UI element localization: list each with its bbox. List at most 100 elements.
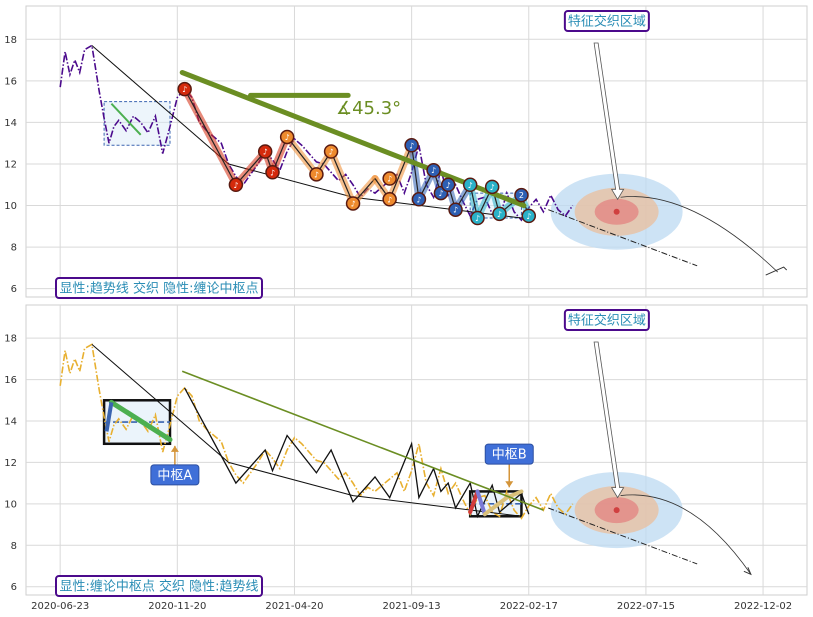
pivot-marker-glyph: ♪ [387, 195, 392, 204]
pivot-marker-glyph: ♪ [490, 183, 495, 192]
legend-label-text: 显性:趋势线 交织 隐性:缠论中枢点 [59, 281, 258, 297]
pivot-marker-dot [228, 177, 244, 193]
pivot-marker-glyph: ♪ [526, 212, 531, 221]
legend-label: 显性:趋势线 交织 隐性:缠论中枢点 [55, 277, 263, 299]
pivot-marker: ♪ [177, 81, 192, 97]
pivot-marker-dot [521, 208, 537, 224]
pivot-marker: ♪ [448, 202, 463, 217]
bi-path [184, 387, 530, 519]
pivot-marker-dot [257, 144, 273, 159]
pivot-marker-glyph: ♪ [453, 206, 458, 215]
zone-a-segment [108, 399, 173, 443]
pivot-marker-glyph: ♪ [263, 148, 268, 157]
bi-segment [184, 88, 237, 186]
x-tick-label: 2021-04-20 [265, 601, 323, 612]
x-tick-label: 2022-07-15 [617, 601, 675, 612]
pivot-marker: ♪ [411, 192, 427, 207]
pivot-zone [103, 101, 171, 146]
y-tick-label: 18 [4, 35, 17, 46]
pivot-zone-arrowhead [505, 481, 514, 488]
feature-zone-label-box [563, 309, 650, 331]
pivot-marker-dot [265, 165, 280, 180]
y-tick-label: 10 [4, 499, 17, 510]
feature-zone-label: 特征交织区域 [563, 309, 650, 499]
pivot-marker: ♪ [279, 129, 295, 145]
forecast-arc [620, 494, 752, 575]
legend-label: 显性:缠论中枢点 交织 隐性:趋势线 [55, 575, 263, 597]
pivot-marker: ♪ [470, 210, 485, 226]
pivot-marker: 2 [514, 187, 529, 203]
pivot-marker-dot [404, 138, 419, 153]
y-tick-label: 14 [4, 417, 17, 428]
pivot-marker-glyph: ♪ [387, 175, 392, 184]
y-tick-label: 16 [4, 76, 17, 87]
pivot-marker: ♪ [492, 206, 507, 222]
y-tick-label: 12 [4, 458, 17, 469]
pivot-marker: ♪ [426, 162, 441, 178]
pivot-marker-dot [323, 144, 339, 159]
pivot-marker: ♪ [265, 165, 280, 180]
pivot-marker-glyph: ♪ [497, 210, 502, 219]
pivot-marker: ♪ [257, 144, 273, 159]
y-tick-label: 8 [11, 243, 17, 254]
pivot-marker-glyph: ♪ [350, 199, 355, 208]
pivot-marker: ♪ [404, 138, 419, 153]
bi-segment [286, 136, 317, 175]
y-tick-label: 18 [4, 334, 17, 345]
pivot-marker-glyph: ♪ [270, 168, 275, 177]
y-tick-label: 6 [11, 582, 17, 593]
pivot-marker-dot [426, 162, 441, 178]
pivot-marker-dot [462, 177, 478, 193]
bi-segment [235, 151, 266, 186]
pivot-marker-glyph: ♪ [285, 133, 290, 142]
zone-b-segment [475, 489, 487, 517]
pivot-marker-dot [382, 171, 397, 186]
feature-zone-pointer [593, 42, 625, 201]
pivot-zone-label-box [150, 464, 200, 486]
pivot-marker-glyph: ♪ [233, 181, 238, 190]
pivot-marker-glyph: ♪ [409, 141, 414, 150]
pivot-marker-glyph: ♪ [314, 170, 319, 179]
pivot-marker-glyph: ♪ [329, 148, 334, 157]
pivot-zone-label: 中枢A [150, 445, 200, 486]
x-tick-label: 2020-06-23 [31, 601, 89, 612]
legend-label-box [55, 277, 263, 299]
pivot-marker-dot [309, 167, 324, 182]
pivot-zone-label-text: 中枢B [492, 448, 527, 463]
legend-label-box [55, 575, 263, 597]
y-tick-label: 6 [11, 284, 17, 295]
bi-segment [330, 151, 354, 204]
x-tick-label: 2020-11-20 [148, 601, 206, 612]
channel-line [181, 370, 544, 511]
pivot-zone-label: 中枢B [484, 443, 534, 488]
trend-line [91, 344, 522, 517]
y-tick-label: 14 [4, 118, 17, 129]
feature-zone-label-box [563, 10, 650, 32]
pivot-marker-glyph: ♪ [438, 189, 443, 198]
bi-segment [411, 145, 420, 200]
pivot-marker: ♪ [345, 196, 361, 211]
projection-line [548, 209, 698, 267]
pivot-marker-dot [448, 202, 463, 217]
zone-a-entry [104, 402, 114, 432]
x-tick-label: 2021-09-13 [383, 601, 441, 612]
pivot-marker: ♪ [521, 208, 537, 224]
y-tick-label: 12 [4, 159, 17, 170]
zone-b-segment [482, 495, 509, 517]
pivot-marker: ♪ [382, 192, 397, 207]
pivot-marker: ♪ [462, 177, 478, 193]
price-series [59, 343, 574, 520]
pivot-marker: ♪ [228, 177, 244, 193]
pivot-marker-glyph: 2 [519, 191, 524, 200]
zone-b-segment [468, 489, 480, 515]
pivot-marker-dot [440, 177, 456, 193]
forecast-center-dot [613, 208, 620, 215]
pivot-marker-glyph: ♪ [446, 181, 451, 190]
feature-zone-pointer [593, 341, 625, 499]
pivot-marker: ♪ [309, 167, 324, 182]
projection-line [548, 507, 698, 565]
forecast-arc [620, 196, 778, 273]
